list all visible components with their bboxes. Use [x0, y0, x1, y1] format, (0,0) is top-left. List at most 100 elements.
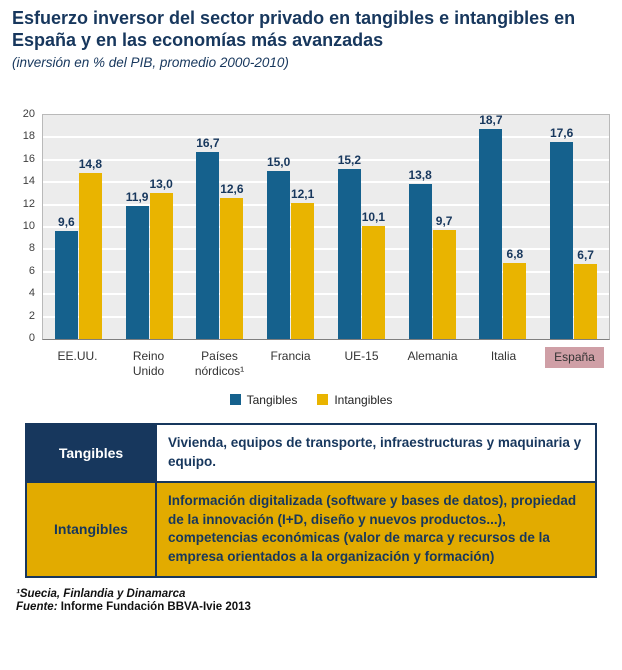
category-label: Italia	[490, 348, 517, 363]
bar-column: 6,8	[503, 115, 527, 339]
bar-intangibles	[78, 173, 102, 339]
bar-tangibles	[54, 231, 78, 339]
bar-column: 16,7	[196, 115, 220, 339]
category-label: Reino Unido	[132, 348, 165, 378]
bar-value-label: 18,7	[479, 113, 503, 128]
gridline	[43, 248, 609, 251]
bar-tangibles	[337, 168, 361, 339]
bar-group: 11,9 13,0	[114, 115, 185, 339]
table-row-intangibles: Intangibles Información digitalizada (so…	[25, 480, 597, 579]
bar-value-label: 13,8	[408, 168, 432, 183]
bar-intangibles	[361, 225, 385, 339]
category-label: Francia	[270, 348, 311, 363]
bar-value-label: 16,7	[196, 135, 220, 150]
bar-tangibles	[267, 170, 291, 339]
bar-value-label: 15,2	[337, 152, 362, 167]
bar-intangibles	[291, 203, 315, 339]
bar-column: 18,7	[479, 113, 503, 339]
source-text: Informe Fundación BBVA-Ivie 2013	[60, 601, 251, 614]
bar-group: 9,6 14,8	[43, 115, 114, 339]
page-subtitle: (inversión en % del PIB, promedio 2000-2…	[12, 54, 289, 70]
bar-value-label: 12,6	[220, 181, 244, 196]
y-axis: 0 2 4 6 8 10 12 14 16 18 20	[12, 108, 42, 344]
bar-value-label: 14,8	[78, 157, 103, 172]
bar-column: 6,7	[574, 115, 598, 339]
bar-column: 14,8	[78, 115, 102, 339]
legend-swatch	[229, 394, 241, 406]
bar-value-label: 10,1	[361, 209, 386, 224]
bar-value-label: 12,1	[290, 187, 315, 202]
plot-area: 9,6 14,8 11,9 13,0 16,7 12,6 15,0 12,1 15,2 10,1 1…	[42, 113, 610, 340]
y-tick-label: 8	[28, 242, 35, 255]
page-title: Esfuerzo inversor del sector privado en …	[12, 8, 576, 50]
table-cell-tangibles: Vivienda, equipos de transporte, infraes…	[155, 422, 597, 483]
bar-column: 9,7	[432, 115, 456, 339]
gridline	[43, 293, 609, 296]
plot-wrap: 0 2 4 6 8 10 12 14 16 18 20 9,6 14,8 11,9 13,0 16,7 12,…	[12, 108, 610, 344]
y-tick-label: 2	[28, 309, 35, 322]
legend-item: Tangibles	[229, 392, 298, 407]
bar-group: 13,8 9,7	[397, 115, 468, 339]
bar-column: 15,0	[267, 115, 291, 339]
bars-layer: 9,6 14,8 11,9 13,0 16,7 12,6 15,0 12,1 15,2 10,1 1…	[43, 113, 609, 339]
bar-tangibles	[196, 151, 220, 339]
gridline	[43, 136, 609, 139]
category-label: EE.UU.	[57, 348, 98, 363]
y-tick-label: 10	[22, 219, 35, 232]
bar-tangibles	[550, 141, 574, 339]
bar-column: 10,1	[361, 115, 385, 339]
category-label: Países nórdicos¹	[194, 348, 245, 378]
gridline	[43, 203, 609, 206]
bar-tangibles	[125, 205, 149, 339]
bar-intangibles	[574, 263, 598, 339]
bar-intangibles	[149, 193, 173, 339]
definitions-table: Tangibles Vivienda, equipos de transport…	[25, 422, 597, 579]
table-header-intangibles: Intangibles	[25, 480, 157, 579]
report-page: Esfuerzo inversor del sector privado en …	[12, 8, 610, 613]
bar-tangibles	[479, 129, 503, 339]
x-label-cell: España	[539, 346, 610, 381]
gridline	[43, 181, 609, 184]
y-tick-label: 12	[22, 197, 35, 210]
bar-column: 17,6	[550, 115, 574, 339]
x-label-cell: UE-15	[326, 347, 397, 381]
bar-group: 15,2 10,1	[326, 115, 397, 339]
bar-value-label: 6,8	[506, 246, 524, 261]
bar-column: 15,2	[337, 115, 361, 339]
bar-value-label: 15,0	[266, 154, 291, 169]
bar-intangibles	[220, 197, 244, 339]
y-tick-label: 6	[28, 264, 35, 277]
y-tick-label: 18	[22, 130, 35, 143]
bar-chart: 0 2 4 6 8 10 12 14 16 18 20 9,6 14,8 11,9 13,0 16,7 12,…	[12, 108, 610, 407]
y-tick-label: 16	[22, 152, 35, 165]
footnote-1: ¹Suecia, Finlandia y Dinamarca	[16, 588, 186, 601]
legend: Tangibles Intangibles	[12, 393, 610, 407]
bar-column: 12,1	[291, 115, 315, 339]
x-axis-labels: EE.UU. Reino Unido Países nórdicos¹ Francia…	[42, 346, 610, 381]
footnotes: ¹Suecia, Finlandia y Dinamarca Fuente: I…	[16, 588, 610, 613]
legend-swatch	[317, 394, 329, 406]
y-tick-label: 14	[22, 175, 35, 188]
category-label: UE-15	[344, 348, 379, 363]
bar-group: 18,7 6,8	[468, 113, 539, 339]
source-label: Fuente:	[16, 601, 58, 614]
table-header-tangibles: Tangibles	[25, 422, 157, 483]
legend-label: Tangibles	[246, 392, 298, 407]
bar-value-label: 9,7	[435, 214, 453, 229]
bar-value-label: 6,7	[577, 247, 594, 262]
x-label-cell: Alemania	[397, 347, 468, 381]
table-cell-intangibles: Información digitalizada (software y bas…	[155, 480, 597, 579]
bar-value-label: 13,0	[149, 177, 173, 192]
bar-tangibles	[408, 184, 432, 339]
legend-label: Intangibles	[334, 392, 393, 407]
gridline	[43, 315, 609, 318]
category-label: Alemania	[407, 348, 458, 363]
gridline	[43, 225, 609, 228]
x-label-cell: Países nórdicos¹	[184, 347, 255, 381]
table-row-tangibles: Tangibles Vivienda, equipos de transport…	[25, 422, 597, 483]
bar-value-label: 17,6	[549, 125, 574, 140]
source-line: Fuente: Informe Fundación BBVA-Ivie 2013	[16, 601, 610, 613]
bar-column: 9,6	[54, 115, 78, 339]
bar-column: 13,0	[149, 115, 173, 339]
y-tick-label: 4	[28, 287, 35, 300]
